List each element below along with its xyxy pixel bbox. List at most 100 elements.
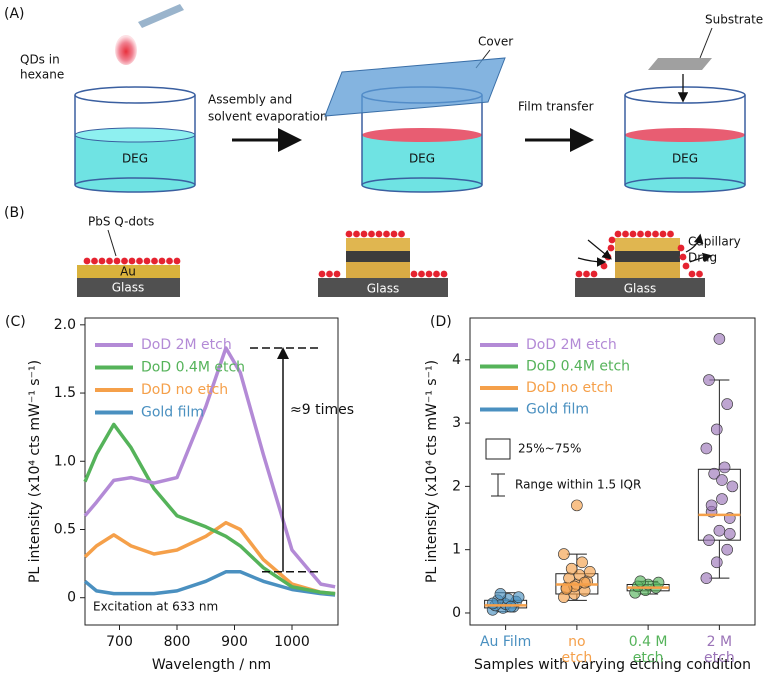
annotation: ≈9 times xyxy=(290,402,354,418)
data-point xyxy=(565,562,578,575)
glass xyxy=(77,278,180,297)
quantum-dot xyxy=(637,230,644,238)
data-point xyxy=(576,556,588,569)
x-tick-label: 800 xyxy=(164,634,191,650)
quantum-dot xyxy=(425,270,433,278)
quantum-dot xyxy=(440,270,448,278)
quantum-dot xyxy=(652,230,659,238)
quantum-dot xyxy=(158,257,166,265)
gold xyxy=(615,238,680,251)
quantum-dot xyxy=(326,270,333,278)
pipette xyxy=(138,4,184,28)
quantum-dot xyxy=(600,262,608,270)
y-tick-label: 0 xyxy=(67,590,76,606)
quantum-dot xyxy=(98,257,106,265)
quantum-dot xyxy=(696,270,703,278)
cover xyxy=(324,57,506,117)
quantum-dot xyxy=(166,257,173,265)
series-line xyxy=(83,570,336,597)
pbs-label: PbS Q-dots xyxy=(88,215,154,229)
quantum-dot xyxy=(128,257,136,265)
substrate xyxy=(648,58,712,70)
quantum-dot xyxy=(173,257,181,265)
quantum-dot xyxy=(318,270,326,278)
quantum-dot xyxy=(629,230,637,238)
data-point xyxy=(494,588,507,600)
data-point xyxy=(716,493,728,505)
qds-label: QDs in xyxy=(20,53,60,67)
gold xyxy=(346,238,410,251)
beaker-rim xyxy=(74,86,196,104)
x-tick-label: 1000 xyxy=(274,634,310,650)
x-axis-label: Samples with varying etching condition xyxy=(474,657,751,673)
quantum-dot xyxy=(614,230,622,238)
quantum-dot xyxy=(667,230,674,238)
quantum-dot xyxy=(106,257,113,265)
drag-arrow xyxy=(685,233,704,253)
data-point xyxy=(486,597,499,610)
quantum-dot xyxy=(383,230,390,238)
series-line xyxy=(83,346,336,589)
gold xyxy=(346,262,410,278)
quantum-dot xyxy=(345,230,353,238)
droplet xyxy=(115,35,137,65)
plot-frame xyxy=(84,317,339,626)
liquid-label: DEG xyxy=(122,152,148,166)
y-tick-label: 0 xyxy=(452,605,461,621)
quantum-dot xyxy=(418,270,425,278)
data-point xyxy=(713,524,726,537)
legend-label: Gold film xyxy=(526,402,589,418)
data-point xyxy=(703,374,715,386)
quantum-dot xyxy=(688,270,696,278)
data-point xyxy=(718,461,731,474)
x-tick-label: 700 xyxy=(106,634,133,650)
beaker-rim xyxy=(624,86,746,104)
data-point xyxy=(710,423,723,436)
quantum-dot xyxy=(360,230,368,238)
x-tick-label: etch xyxy=(633,650,664,666)
y-tick-label: 1.5 xyxy=(54,385,76,401)
liquid-bottom xyxy=(624,177,746,193)
legend-label: Range within 1.5 IQR xyxy=(515,478,641,492)
liquid xyxy=(75,135,195,185)
legend-label: DoD 0.4M etch xyxy=(526,359,630,375)
data-point xyxy=(708,467,720,480)
legend-label: DoD no etch xyxy=(526,380,613,396)
data-point xyxy=(558,548,570,560)
legend-label: DoD 2M etch xyxy=(526,337,617,353)
y-tick-label: 2.0 xyxy=(54,317,76,333)
dielectric xyxy=(615,251,680,262)
data-point xyxy=(721,398,733,410)
quantum-dot xyxy=(677,244,685,252)
data-point xyxy=(721,543,733,556)
x-tick-label: no xyxy=(568,634,585,650)
x-tick-label: etch xyxy=(562,650,593,666)
quantum-dot xyxy=(607,244,615,252)
data-point xyxy=(571,499,583,512)
glass xyxy=(575,278,705,297)
y-tick-label: 4 xyxy=(452,352,461,368)
data-point xyxy=(634,575,647,588)
legend-box xyxy=(485,438,511,460)
quantum-dot xyxy=(682,262,690,270)
quantum-dot xyxy=(659,230,667,238)
quantum-dot xyxy=(433,270,440,278)
legend-label: DoD 2M etch xyxy=(141,337,232,353)
y-tick-label: 0.5 xyxy=(54,521,76,537)
liquid-label: DEG xyxy=(672,152,698,166)
leader xyxy=(699,27,713,59)
quantum-dot xyxy=(590,270,598,278)
y-axis-label: PL intensity (x10⁴ cts mW⁻¹ s⁻¹) xyxy=(27,360,43,583)
x-tick-label: etch xyxy=(704,650,735,666)
schematic: (A) QDs in hexane Assembly and solvent e… xyxy=(4,4,763,297)
quantum-dot xyxy=(390,230,398,238)
annotation: Excitation at 633 nm xyxy=(93,600,218,614)
quantum-dot xyxy=(410,270,418,278)
liquid xyxy=(362,135,482,185)
x-tick-label: 900 xyxy=(221,634,248,650)
data-point xyxy=(700,572,713,584)
quantum-dot xyxy=(136,257,143,265)
y-tick-label: 1.0 xyxy=(54,453,76,469)
data-point xyxy=(512,591,525,603)
gold xyxy=(615,262,680,278)
